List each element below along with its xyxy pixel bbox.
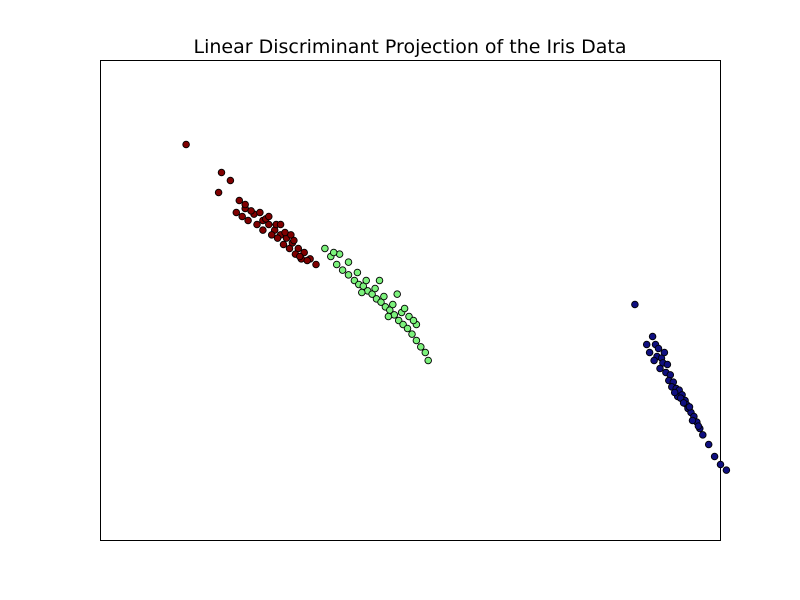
data-point — [679, 399, 688, 407]
data-point — [235, 196, 244, 205]
data-point — [631, 300, 639, 309]
data-point — [247, 207, 255, 215]
data-point — [393, 290, 401, 298]
data-point — [329, 248, 338, 257]
plot-area — [100, 60, 721, 541]
data-point — [241, 200, 249, 209]
data-point — [384, 312, 393, 321]
data-point — [654, 344, 663, 353]
data-point — [358, 288, 366, 297]
data-point — [287, 231, 295, 239]
data-points — [182, 140, 731, 474]
data-point — [417, 343, 425, 351]
data-point — [265, 212, 273, 221]
data-point — [371, 284, 379, 293]
data-point — [660, 348, 669, 357]
data-point — [710, 452, 719, 461]
data-point — [424, 356, 432, 365]
data-point — [362, 276, 370, 285]
data-point — [344, 258, 353, 266]
data-point — [403, 324, 412, 333]
data-point — [389, 300, 397, 309]
data-point — [408, 330, 416, 338]
data-point — [321, 244, 329, 253]
data-point — [353, 268, 362, 277]
data-point — [380, 292, 388, 301]
data-point — [699, 431, 707, 439]
data-point — [704, 440, 713, 449]
data-point — [648, 332, 657, 341]
data-point — [285, 244, 294, 253]
chart-title: Linear Discriminant Projection of the Ir… — [193, 36, 626, 58]
data-point — [303, 256, 311, 265]
data-point — [375, 276, 384, 285]
data-point — [338, 266, 347, 274]
data-point — [182, 140, 190, 149]
data-point — [650, 356, 658, 365]
data-point — [663, 360, 672, 369]
data-point — [716, 460, 725, 469]
data-point — [642, 340, 651, 349]
data-point — [344, 271, 353, 279]
data-point — [694, 422, 703, 430]
data-point — [656, 364, 664, 373]
data-point — [412, 336, 421, 345]
data-point — [244, 216, 252, 225]
series-1 — [631, 300, 731, 474]
data-point — [421, 348, 430, 357]
data-point — [368, 290, 376, 298]
data-point — [265, 220, 273, 229]
series-3 — [182, 140, 320, 269]
data-point — [312, 260, 320, 269]
data-point — [409, 316, 418, 325]
data-point — [253, 220, 261, 229]
data-point — [217, 168, 226, 177]
data-point — [290, 236, 298, 245]
data-point — [214, 188, 223, 197]
data-point — [670, 388, 679, 397]
data-point — [256, 208, 264, 217]
data-point — [332, 260, 341, 269]
data-point — [722, 466, 731, 474]
data-point — [279, 240, 288, 249]
data-point — [232, 208, 241, 217]
data-point — [685, 403, 694, 411]
data-point — [259, 226, 267, 234]
series-2 — [321, 244, 432, 365]
data-point — [645, 348, 654, 357]
data-point — [273, 234, 282, 242]
data-point — [296, 252, 304, 261]
data-point — [267, 231, 276, 239]
data-point — [276, 220, 285, 229]
data-point — [688, 416, 697, 425]
data-point — [238, 212, 246, 221]
data-point — [400, 304, 409, 313]
data-point — [226, 176, 235, 185]
